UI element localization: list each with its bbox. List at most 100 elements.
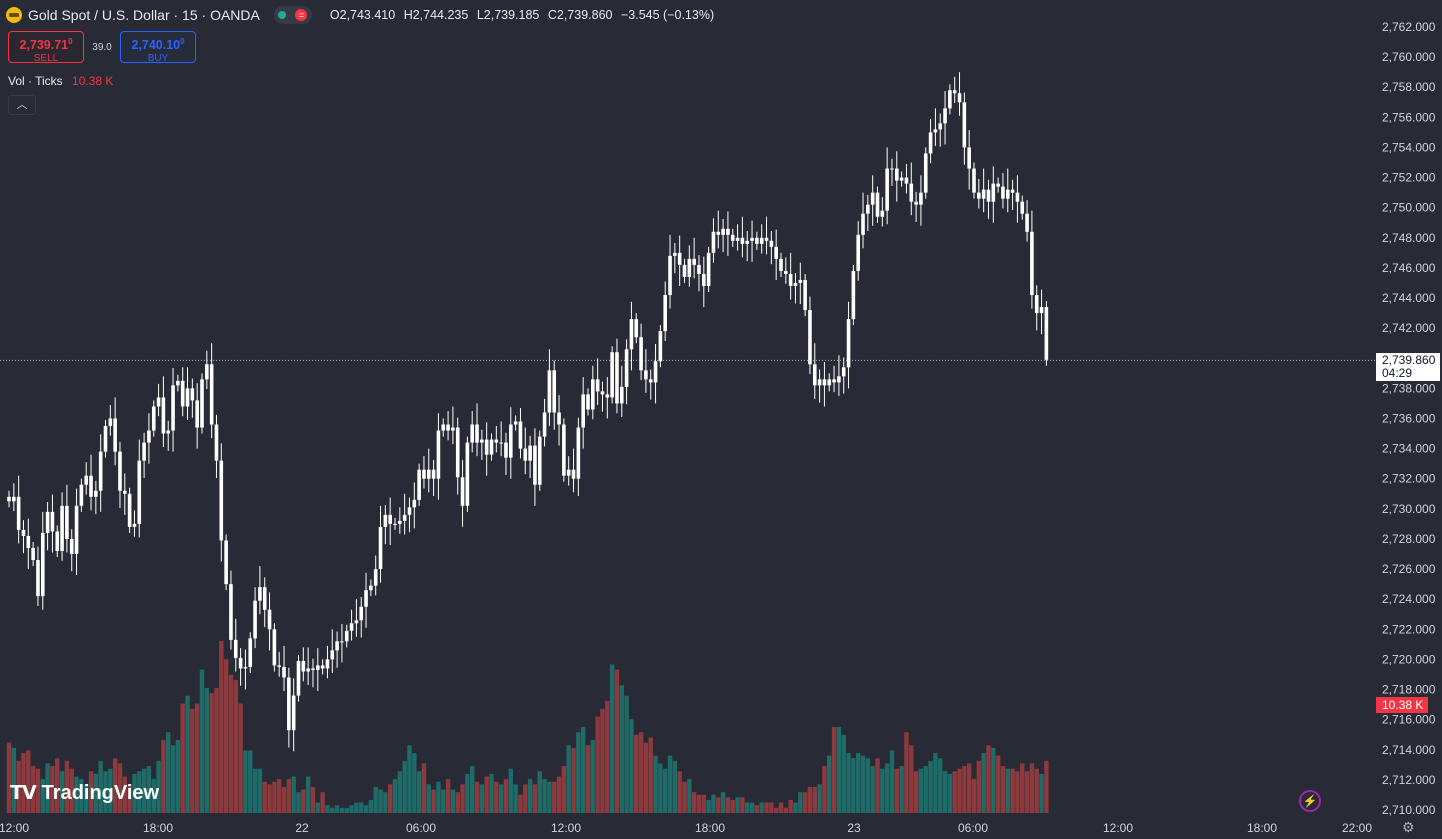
volume-bar: [137, 771, 142, 813]
volume-bar: [856, 753, 861, 813]
volume-bar: [1015, 771, 1020, 813]
candle-body: [542, 412, 547, 437]
volume-bar: [339, 807, 345, 813]
volume-bar: [320, 792, 325, 813]
candle-body: [369, 585, 373, 591]
candle-body: [282, 666, 286, 678]
volume-bar: [378, 789, 383, 813]
candle-body: [147, 430, 151, 443]
candle-body: [764, 237, 769, 241]
tradingview-wordmark: TradingView: [41, 782, 160, 804]
price-tick-label: 2,716.000: [1382, 713, 1436, 727]
volume-bar: [725, 797, 731, 813]
volume-bar: [807, 786, 813, 813]
gear-icon[interactable]: ⚙: [1402, 819, 1415, 835]
volume-bar: [243, 750, 248, 813]
low-value: L2,739.185: [476, 8, 540, 22]
volume-bar: [880, 768, 885, 813]
candle-body: [687, 258, 692, 277]
market-status-pill[interactable]: =: [273, 6, 312, 24]
candle-body: [957, 93, 962, 103]
time-tick-label: 18:00: [1247, 821, 1277, 835]
candle-body: [895, 168, 899, 181]
time-tick-label: 12:00: [0, 821, 29, 835]
symbol-title[interactable]: Gold Spot / U.S. Dollar · 15 · OANDA: [28, 7, 260, 23]
time-tick-label: 18:00: [143, 821, 173, 835]
volume-bar: [947, 773, 953, 813]
candle-body: [919, 192, 923, 205]
volume-bar: [764, 802, 769, 813]
volume-bar: [754, 805, 760, 813]
volume-bar: [518, 794, 523, 813]
spread-value: 39.0: [92, 41, 112, 53]
candle-body: [55, 531, 60, 552]
candle-body: [668, 255, 672, 296]
volume-legend[interactable]: Vol · Ticks 10.38 K: [8, 74, 113, 88]
candle-body: [176, 380, 180, 386]
candle-body: [195, 400, 199, 428]
volume-bar: [547, 781, 552, 813]
buy-button[interactable]: 2,740.100 BUY: [120, 31, 196, 64]
candle-body: [349, 623, 354, 631]
candle-body: [320, 665, 325, 669]
candle-body: [475, 424, 479, 443]
chevron-up-icon[interactable]: ︿: [8, 95, 36, 115]
candle-body: [759, 237, 764, 244]
candle-body: [214, 424, 219, 461]
volume-bar: [860, 755, 866, 813]
candle-body: [977, 192, 981, 199]
volume-bar: [716, 797, 721, 813]
candle-body: [84, 475, 88, 485]
volume-bar: [889, 750, 895, 813]
volume-bar: [354, 802, 359, 813]
last-price-label: 2,739.860 04:29: [1376, 353, 1440, 381]
candle-body: [624, 349, 629, 387]
sell-button[interactable]: 2,739.710 SELL: [8, 31, 84, 65]
volume-bar: [455, 792, 460, 813]
volume-bar: [431, 789, 436, 813]
candle-body: [359, 606, 364, 621]
candle-body: [509, 424, 513, 458]
volume-bar: [334, 805, 340, 813]
price-tick-label: 2,732.000: [1382, 472, 1436, 486]
volume-bar: [976, 760, 982, 813]
market-open-icon: [278, 11, 287, 19]
candle-body: [755, 237, 759, 244]
candle-body: [784, 270, 788, 274]
volume-bar: [421, 763, 427, 813]
volume-bar: [489, 773, 494, 813]
volume-bar: [576, 732, 581, 813]
open-value: O2,743.410: [329, 8, 396, 22]
candle-body: [209, 364, 214, 425]
lightning-icon[interactable]: ⚡: [1299, 790, 1321, 812]
tradingview-logo[interactable]: 𝗧𝗩 TradingView: [10, 782, 159, 805]
volume-bar: [798, 792, 803, 813]
volume-bar: [84, 784, 89, 813]
candle-body: [65, 505, 69, 539]
volume-bar: [793, 802, 798, 813]
price-tick-label: 2,736.000: [1382, 412, 1436, 426]
candle-body: [441, 424, 446, 431]
volume-bar: [913, 771, 919, 813]
volume-bar: [286, 779, 292, 813]
volume-bar: [778, 802, 784, 813]
candle-body: [629, 319, 634, 350]
candle-body: [69, 538, 74, 555]
candle-body: [79, 484, 84, 506]
volume-bar: [957, 768, 962, 813]
gold-coin-icon: [6, 7, 22, 23]
candle-body: [219, 460, 224, 541]
candle-body: [547, 370, 552, 413]
candle-body: [156, 397, 161, 407]
volume-bar: [759, 802, 764, 813]
candle-body: [716, 231, 721, 235]
time-axis[interactable]: 12:00 18:00 22 06:00 12:00 18:00 23 06:00 12:00 1…: [0, 821, 1372, 835]
candle-body: [480, 439, 484, 443]
sell-label: SELL: [33, 53, 59, 65]
candle-body: [60, 505, 64, 552]
ohlc-values: O2,743.410 H2,744.235 L2,739.185 C2,739.…: [330, 8, 719, 22]
candle-body: [89, 475, 93, 497]
candle-body: [287, 677, 291, 731]
candle-body: [74, 505, 79, 555]
